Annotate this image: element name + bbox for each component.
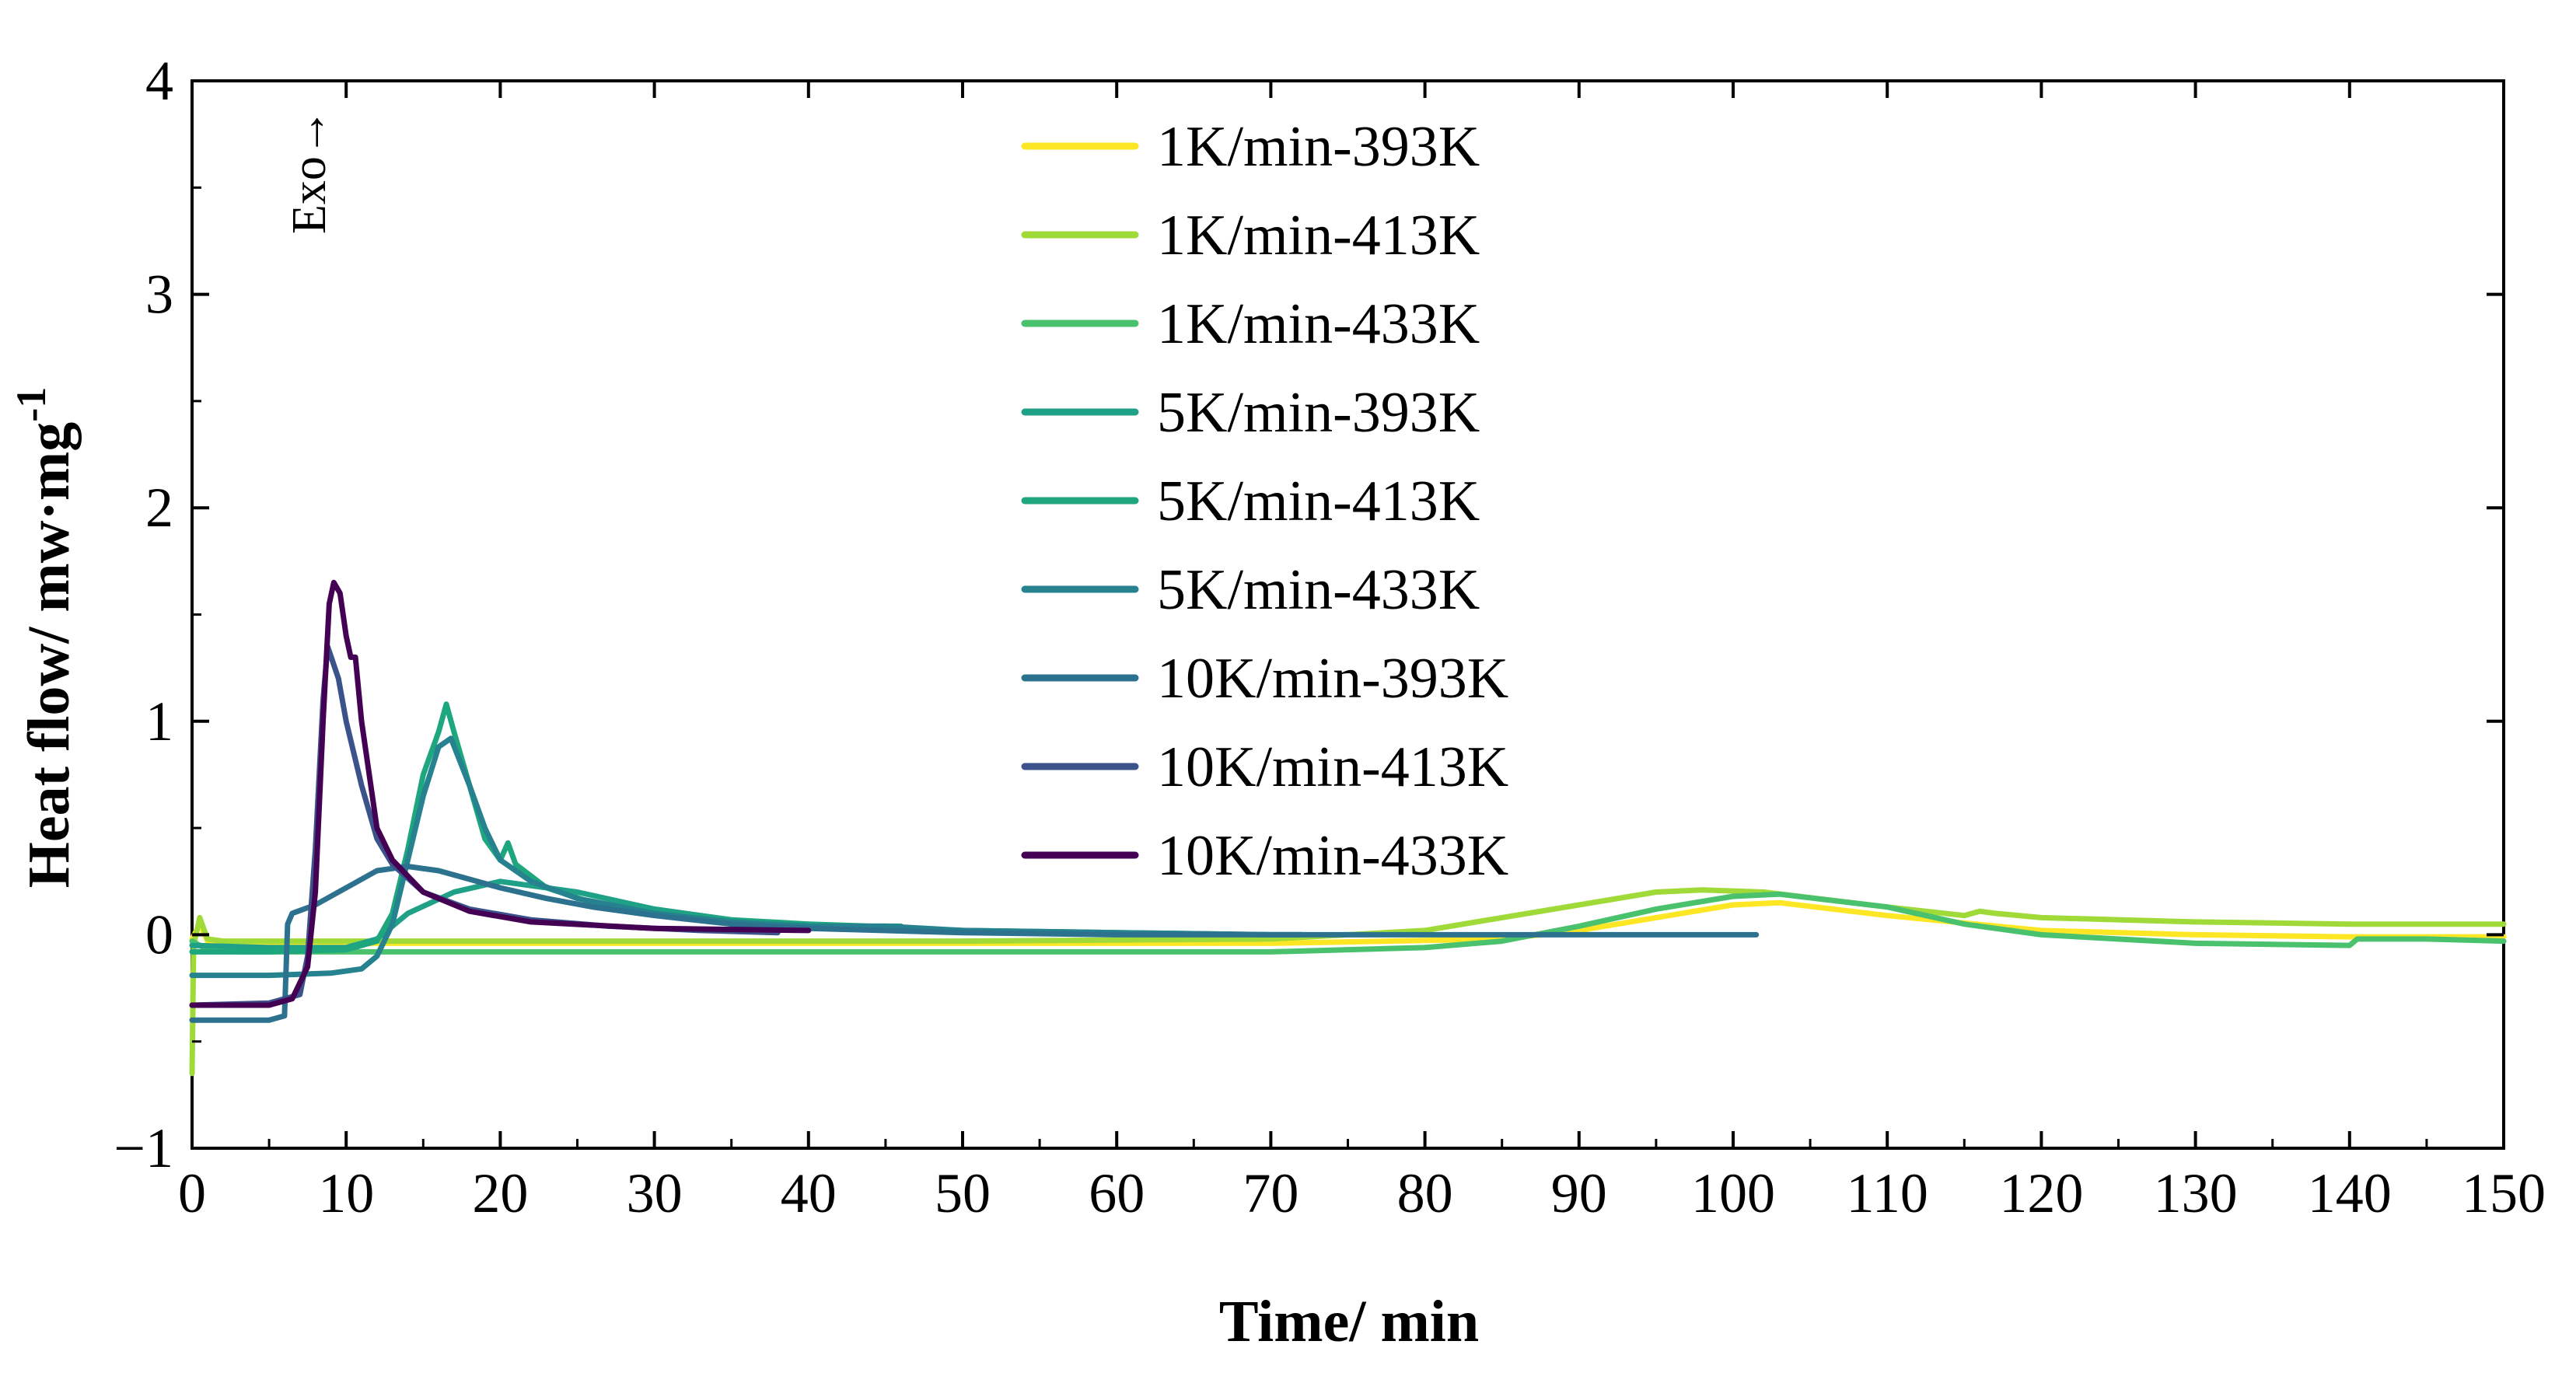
y-tick-label: 2 <box>145 477 173 539</box>
x-tick-label: 150 <box>2462 1162 2546 1224</box>
series-line-7 <box>189 864 1760 1023</box>
series-line-6 <box>189 735 1305 979</box>
x-tick-label: 70 <box>1243 1162 1298 1224</box>
legend-label: 1K/min-433K <box>1157 292 1480 356</box>
y-tick-label: 1 <box>145 690 173 753</box>
series-layer <box>189 579 2507 1077</box>
x-tick-label: 90 <box>1551 1162 1607 1224</box>
x-tick-label: 10 <box>318 1162 374 1224</box>
y-tick-label: 3 <box>145 264 173 326</box>
legend-label: 5K/min-393K <box>1157 381 1480 445</box>
x-tick-label: 20 <box>472 1162 528 1224</box>
legend-label: 10K/min-433K <box>1157 824 1508 888</box>
legend: 1K/min-393K 1K/min-413K 1K/min-433K 5K/min-… <box>1021 115 1508 888</box>
x-tick-label: 60 <box>1089 1162 1145 1224</box>
series-line-2 <box>189 887 2507 1077</box>
x-tick-label: 110 <box>1847 1162 1928 1224</box>
legend-label: 1K/min-393K <box>1157 115 1480 179</box>
x-axis-ticks: 0 10 20 30 40 50 60 70 80 90 100 110 120 130 140 150 <box>178 81 2546 1224</box>
y-axis-title-superscript: -1 <box>8 387 54 422</box>
x-tick-label: 80 <box>1397 1162 1453 1224</box>
legend-label: 10K/min-393K <box>1157 647 1508 711</box>
x-axis-title: Time/ min <box>1219 1289 1479 1354</box>
x-tick-label: 140 <box>2308 1162 2392 1224</box>
legend-label: 5K/min-413K <box>1157 470 1480 533</box>
x-tick-label: 120 <box>1999 1162 2083 1224</box>
legend-label: 10K/min-413K <box>1157 735 1508 799</box>
x-tick-label: 130 <box>2154 1162 2238 1224</box>
x-tick-label: 40 <box>781 1162 837 1224</box>
series-line-3 <box>189 891 2507 955</box>
exo-annotation: Exo→ <box>283 108 336 234</box>
x-tick-label: 30 <box>627 1162 683 1224</box>
x-tick-label: 100 <box>1691 1162 1775 1224</box>
legend-label: 5K/min-433K <box>1157 558 1480 622</box>
legend-label: 1K/min-413K <box>1157 204 1480 267</box>
series-line-9 <box>189 579 812 1008</box>
y-axis-title-main: Heat flow/ mw·mg <box>16 422 82 888</box>
x-tick-label: 50 <box>935 1162 991 1224</box>
y-tick-label: −1 <box>114 1117 173 1179</box>
y-tick-label: 0 <box>145 903 173 966</box>
y-axis-ticks: −1 0 1 2 3 4 <box>114 50 2504 1179</box>
series-line-5 <box>189 701 904 955</box>
x-tick-label: 0 <box>178 1162 206 1224</box>
y-tick-label: 4 <box>145 50 173 112</box>
y-axis-title: Heat flow/ mw·mg-1 <box>8 387 82 888</box>
